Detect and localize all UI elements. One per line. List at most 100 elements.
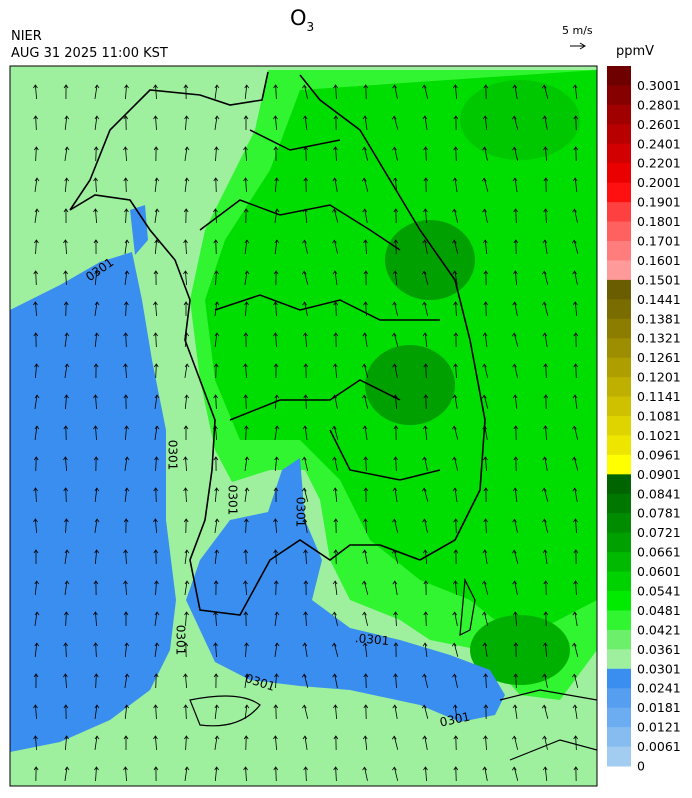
wind-arrow [213, 456, 219, 472]
wind-arrow [183, 270, 188, 286]
wind-arrow [451, 642, 459, 657]
wind-arrow [513, 270, 518, 286]
wind-arrow [63, 301, 69, 317]
low-field [130, 205, 148, 255]
wind-arrow [572, 425, 579, 440]
wind-arrow [482, 363, 488, 378]
wind-arrow [363, 487, 369, 503]
wind-arrow [363, 301, 368, 317]
wind-arrow [392, 487, 398, 502]
colorbar-label: 0.1201 [637, 370, 681, 385]
colorbar-label: 0.0541 [637, 584, 681, 599]
wind-arrow [33, 84, 38, 100]
wind-arrow [63, 208, 69, 224]
wind-arrow [542, 735, 548, 750]
wind-arrow [124, 487, 130, 502]
colorbar-swatch [607, 182, 631, 203]
wind-arrow [361, 177, 369, 192]
wind-arrow [302, 301, 308, 316]
wind-arrow [511, 115, 519, 130]
wind-arrow [124, 642, 130, 658]
wind-arrow [184, 549, 190, 564]
wind-arrow [183, 518, 189, 534]
wind-arrow [333, 115, 339, 131]
wind-arrow [481, 394, 489, 409]
wind-arrow [123, 394, 129, 410]
wind-arrow [571, 456, 579, 471]
wind-arrow [213, 208, 218, 224]
wind-arrow [93, 239, 99, 255]
wind-arrow [244, 425, 249, 441]
wind-arrow [214, 115, 220, 130]
wind-arrow [452, 177, 458, 192]
wind-arrow [33, 487, 38, 503]
field-peak [460, 80, 580, 160]
wind-arrow [572, 611, 578, 626]
wind-arrow [183, 673, 188, 689]
colorbar-label: 0.0361 [637, 642, 681, 657]
wind-arrow [301, 487, 309, 502]
wind-arrow [482, 115, 488, 131]
wind-arrow [332, 611, 338, 626]
wind-arrow [483, 487, 489, 503]
wind-arrow [213, 394, 218, 410]
wind-arrow [543, 611, 549, 627]
wind-arrow [363, 704, 369, 720]
wind-arrow [573, 146, 579, 162]
wind-arrow [93, 177, 98, 193]
wind-arrow [573, 580, 578, 596]
wind-arrow [64, 518, 69, 534]
wind-arrow [213, 642, 218, 658]
wind-arrow [274, 239, 280, 254]
wind-arrow [64, 735, 69, 751]
wind-arrow [124, 239, 130, 254]
wind-arrow [572, 208, 578, 223]
wind-arrow [333, 84, 338, 100]
wind-arrow [94, 487, 100, 502]
wind-arrow [543, 425, 548, 441]
wind-arrow [93, 673, 99, 689]
wind-arrow [543, 208, 548, 224]
wind-arrow [33, 735, 38, 751]
colorbar-label: 0.1601 [637, 253, 681, 268]
wind-arrow [302, 642, 308, 657]
wind-arrow [63, 270, 68, 286]
wind-arrow [273, 580, 279, 596]
wind-arrow [362, 735, 368, 751]
colorbar-label: 0.0721 [637, 525, 681, 540]
colorbar-label: 0.1441 [637, 292, 681, 307]
wind-arrow [243, 766, 248, 782]
colorbar-swatch [607, 143, 631, 164]
wind-arrow [123, 580, 128, 596]
colorbar-label: 0.0301 [637, 661, 681, 676]
wind-arrow [393, 425, 399, 441]
wind-arrow [153, 84, 158, 100]
colorbar-label: 0.2401 [637, 136, 681, 151]
colorbar-label: 0.0781 [637, 506, 681, 521]
wind-arrow [243, 177, 248, 193]
wind-arrow [422, 115, 428, 130]
colorbar-swatch [607, 707, 631, 728]
wind-arrow [541, 487, 549, 502]
wind-arrow [363, 239, 368, 255]
wind-arrow [153, 115, 158, 131]
field-peak [385, 220, 475, 300]
wind-arrow [391, 735, 399, 750]
wind-arrow [184, 735, 189, 751]
wind-arrow [34, 425, 40, 440]
colorbar-swatch [607, 85, 631, 106]
wind-arrow [572, 487, 578, 502]
wind-arrow [301, 673, 309, 688]
wind-arrow [64, 394, 69, 410]
wind-arrow [94, 704, 100, 719]
wind-arrow [572, 270, 578, 285]
wind-arrow [153, 735, 158, 751]
wind-arrow [331, 425, 339, 440]
wind-arrow [572, 84, 578, 99]
wind-arrow [213, 673, 219, 689]
wind-arrow [452, 611, 458, 626]
wind-arrow [542, 239, 548, 254]
colorbar-label: 0.1801 [637, 214, 681, 229]
wind-arrow [124, 704, 130, 720]
wind-arrow [94, 332, 100, 348]
